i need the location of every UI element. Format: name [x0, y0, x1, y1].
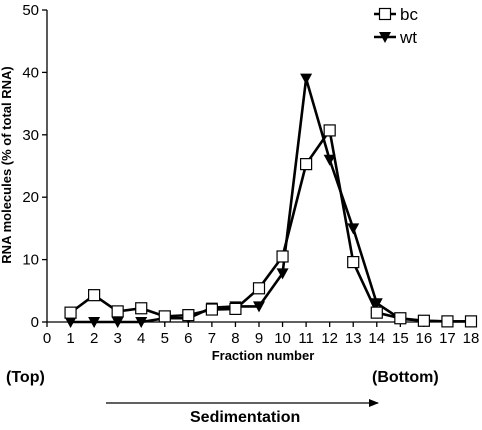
- y-tick-label: 30: [22, 127, 39, 144]
- x-tick-label: 11: [298, 330, 314, 347]
- data-point-bc: [464, 315, 478, 328]
- y-tick-label: 50: [22, 2, 39, 19]
- data-point-wt: [347, 223, 360, 235]
- data-point-wt: [64, 317, 77, 328]
- y-axis-label: RNA molecules (% of total RNA): [0, 66, 14, 263]
- data-point-bc: [394, 312, 407, 325]
- data-point-bc: [441, 315, 454, 328]
- x-tick-label: 10: [274, 330, 291, 347]
- x-tick-label: 15: [392, 330, 409, 347]
- bottom-label: (Bottom): [372, 369, 439, 386]
- data-point-bc: [417, 314, 430, 327]
- x-tick-label: 4: [137, 330, 145, 347]
- x-tick-label: 5: [161, 330, 169, 347]
- data-point-bc: [347, 255, 360, 269]
- x-tick-label: 12: [321, 330, 338, 347]
- x-tick-label: 7: [208, 330, 216, 347]
- x-tick-label: 6: [184, 330, 192, 347]
- series-line-wt: [70, 77, 471, 324]
- data-point-wt: [253, 301, 265, 313]
- x-tick-label: 16: [416, 330, 433, 347]
- data-point-bc: [135, 302, 148, 315]
- top-label: (Top): [6, 369, 45, 386]
- data-point-bc: [370, 306, 383, 319]
- y-tick-label: 10: [22, 252, 39, 269]
- data-point-bc: [276, 250, 289, 263]
- data-point-bc: [64, 306, 77, 319]
- legend-marker-bc: [378, 7, 392, 21]
- y-tick-label: 20: [22, 189, 39, 206]
- legend-label-bc: bc: [400, 5, 418, 24]
- plot-area: [64, 73, 478, 328]
- data-point-bc: [205, 303, 218, 316]
- data-point-bc: [88, 289, 101, 302]
- sedimentation-label: Sedimentation: [190, 409, 301, 426]
- data-point-wt: [300, 73, 313, 85]
- x-tick-label: 8: [231, 330, 239, 347]
- y-tick-label: 40: [22, 64, 39, 81]
- data-point-wt: [276, 268, 289, 280]
- data-point-wt: [323, 154, 336, 166]
- data-point-wt: [88, 317, 101, 328]
- x-tick-label: 13: [345, 330, 362, 347]
- x-tick-label: 2: [90, 330, 98, 347]
- x-tick-label: 17: [439, 330, 456, 347]
- data-point-wt: [111, 317, 124, 328]
- data-point-bc: [182, 309, 195, 322]
- x-tick-label: 1: [66, 330, 74, 347]
- x-tick-label: 3: [113, 330, 121, 347]
- data-point-bc: [229, 302, 242, 315]
- y-tick-label: 0: [31, 314, 39, 331]
- legend-marker-wt: [379, 32, 391, 43]
- data-point-bc: [111, 305, 124, 318]
- series-line-bc: [69, 129, 471, 323]
- legend: bc wt: [374, 5, 418, 47]
- data-point-bc: [252, 282, 266, 295]
- data-point-bc: [323, 124, 336, 137]
- x-tick-label: 9: [255, 330, 263, 347]
- x-tick-label: 0: [43, 330, 51, 347]
- legend-label-wt: wt: [399, 28, 417, 47]
- data-point-bc: [300, 158, 313, 171]
- data-point-wt: [135, 317, 148, 328]
- x-tick-label: 14: [368, 330, 385, 347]
- x-tick-label: 18: [463, 330, 480, 347]
- data-point-bc: [158, 310, 171, 323]
- data-point-wt: [370, 298, 383, 310]
- x-axis-label: Fraction number: [212, 348, 315, 363]
